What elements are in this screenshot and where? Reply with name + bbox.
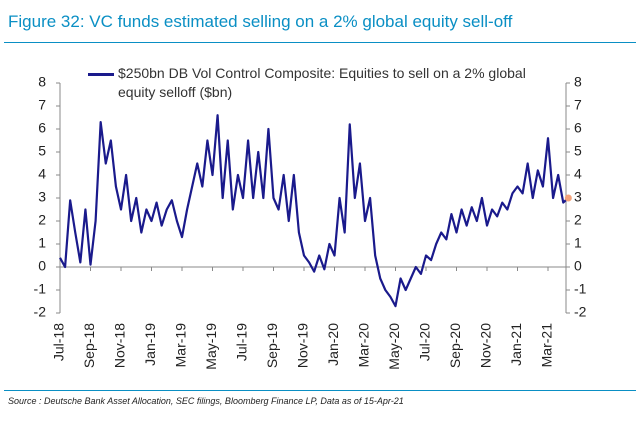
y2-tick-label: 2: [574, 212, 582, 228]
x-tick-label: Jan-19: [142, 323, 158, 366]
y-tick-label: 6: [38, 120, 46, 136]
x-tick-label: Jul-20: [417, 323, 433, 361]
y-tick-label: 5: [38, 143, 46, 159]
y2-tick-label: 4: [574, 166, 582, 182]
end-marker: [564, 194, 572, 202]
y2-tick-label: 8: [574, 74, 582, 90]
figure-title: Figure 32: VC funds estimated selling on…: [8, 12, 513, 31]
y2-tick-label: 3: [574, 189, 582, 205]
x-tick-label: May-19: [203, 323, 219, 370]
x-tick-label: Sep-19: [264, 323, 280, 368]
x-tick-label: Jan-21: [508, 323, 524, 366]
x-tick-label: Mar-19: [173, 323, 189, 368]
source-note: Source : Deutsche Bank Asset Allocation,…: [8, 396, 404, 406]
y-tick-label: -1: [34, 281, 47, 297]
source-rule: [4, 390, 636, 391]
y-tick-label: 1: [38, 235, 46, 251]
y2-tick-label: 7: [574, 97, 582, 113]
x-tick-label: Sep-20: [447, 323, 463, 368]
y-tick-label: 8: [38, 74, 46, 90]
y-tick-label: 7: [38, 97, 46, 113]
y2-tick-label: -2: [574, 304, 587, 320]
x-tick-label: Sep-18: [81, 323, 97, 368]
y-tick-label: 4: [38, 166, 46, 182]
y2-tick-label: 6: [574, 120, 582, 136]
y-tick-label: 3: [38, 189, 46, 205]
legend-label: $250bn DB Vol Control Composite: Equitie…: [118, 65, 526, 100]
y2-tick-label: 1: [574, 235, 582, 251]
y-tick-label: -2: [34, 304, 47, 320]
legend-swatch: [88, 73, 114, 76]
x-tick-label: Nov-19: [295, 323, 311, 368]
x-tick-label: Mar-20: [356, 323, 372, 368]
y2-tick-label: 0: [574, 258, 582, 274]
title-rule: [4, 42, 636, 43]
x-tick-label: May-20: [386, 323, 402, 370]
y-tick-label: 2: [38, 212, 46, 228]
x-tick-label: Mar-21: [539, 323, 555, 368]
x-tick-label: Nov-18: [112, 323, 128, 368]
y-tick-label: 0: [38, 258, 46, 274]
x-tick-label: Jul-19: [234, 323, 250, 361]
y2-tick-label: -1: [574, 281, 587, 297]
data-line: [59, 114, 570, 308]
x-tick-label: Jul-18: [51, 323, 67, 361]
y2-tick-label: 5: [574, 143, 582, 159]
x-tick-label: Jan-20: [325, 323, 341, 366]
x-tick-label: Nov-20: [478, 323, 494, 368]
